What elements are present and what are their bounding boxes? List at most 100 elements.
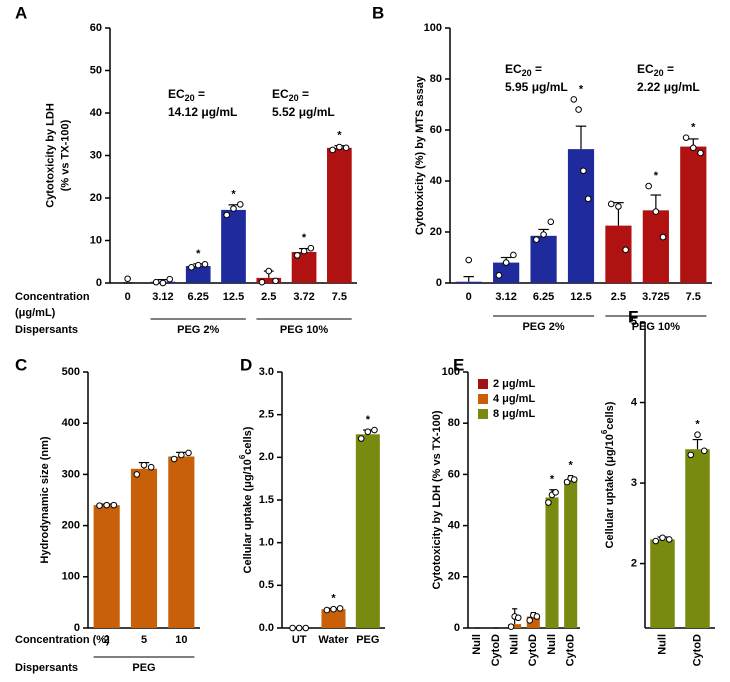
y-tick-label: 0 [454,622,460,634]
data-point [170,455,178,463]
panel-label: B [372,3,384,22]
annotation: EC20 = [505,62,542,78]
bar [545,497,559,628]
annotation-part: EC [168,87,185,101]
data-point [336,143,343,151]
x-tick-label: Null [509,634,521,655]
y-axis-label-part: Cellular uptake (μg/10 [604,434,616,548]
significance-mark: * [654,170,659,182]
x-tick-label: 3.12 [152,291,173,303]
data-point [185,449,192,457]
significance-mark: * [366,414,371,426]
annotation-sub: 20 [522,68,532,78]
data-point [514,614,522,622]
annotation: 5.52 μg/mL [272,105,335,119]
data-point [547,218,555,226]
data-point [188,263,195,271]
data-point [272,277,279,285]
data-point [194,261,202,269]
y-axis-label-part: Cellular uptake (μg/10 [242,459,254,573]
data-point [465,256,473,264]
y-tick-label: 0 [96,277,102,289]
significance-mark: * [231,188,236,200]
significance-mark: * [337,130,342,142]
data-point [689,144,697,152]
data-point [371,426,378,434]
bar [321,609,346,628]
annotation-part: EC [272,87,289,101]
bar [93,505,120,628]
data-point [694,431,701,439]
annotation-sub: 20 [185,93,195,103]
panel-label: F [628,307,638,326]
row-label: Concentration (%) [15,634,110,646]
y-tick-label: 5 [631,316,637,328]
data-point [295,624,303,632]
row-label: Dispersants [15,324,78,336]
bar [564,479,578,628]
data-point [665,536,673,543]
y-axis-label: Cellular uptake (μg/106cells) [238,426,254,573]
x-tick-label: 2.5 [611,291,626,303]
panel-label: C [15,355,27,374]
x-tick-label: 12.5 [570,291,591,303]
significance-mark: * [196,248,201,260]
x-tick-label: Water [318,634,349,646]
data-point [584,195,592,203]
group-label: PEG 10% [632,321,681,333]
significance-mark: * [331,592,336,604]
annotation-part: = [664,62,674,76]
data-point [526,617,534,624]
bar [508,624,522,628]
y-tick-label: 1.0 [259,537,274,549]
data-point [336,605,344,612]
x-tick-label: 0 [125,291,131,303]
y-tick-label: 60 [90,22,102,34]
x-tick-label: 12.5 [223,291,244,303]
bar [680,146,707,283]
y-tick-label: 10 [90,234,102,246]
data-point [607,200,615,208]
data-point [682,134,690,141]
data-point [289,624,296,632]
data-point [330,605,337,613]
y-axis-label-sup: 6 [238,454,247,459]
legend-label: 4 μg/mL [493,393,535,405]
x-tick-label: 2.5 [261,291,276,303]
data-point [323,606,331,614]
annotation-part: = [532,62,542,76]
data-point [357,435,365,442]
bar [650,539,675,628]
y-tick-label: 4 [631,396,638,408]
data-point [659,534,666,542]
data-point [580,167,587,175]
bar [168,456,195,628]
data-point [201,261,209,268]
x-tick-label: CytoD [490,634,502,666]
data-point [223,211,231,219]
y-axis-label: Cellular uptake (μg/106cells) [600,401,616,548]
x-tick-label: Null [546,634,558,655]
group-label: PEG 2% [177,324,219,336]
bar [530,235,557,283]
y-tick-label: 40 [448,520,460,532]
x-tick-label: 3.725 [642,291,670,303]
bar [130,468,158,628]
data-point [302,624,310,632]
y-tick-label: 2.0 [259,451,274,463]
y-tick-label: 2 [631,557,637,569]
data-point [652,208,660,215]
y-tick-label: 0.5 [259,579,274,591]
data-point [178,451,185,459]
bar [256,277,282,283]
y-tick-label: 40 [430,175,442,187]
y-tick-label: 2.5 [259,409,274,421]
significance-mark: * [569,460,574,472]
annotation: 5.95 μg/mL [505,80,568,94]
y-tick-label: 300 [62,468,80,480]
legend-swatch [478,394,488,404]
y-axis-label-part: cells) [604,401,616,429]
data-point [236,201,244,208]
y-axis-label: Cytotoxicity by LDH (% vs TX-100) [431,410,443,589]
